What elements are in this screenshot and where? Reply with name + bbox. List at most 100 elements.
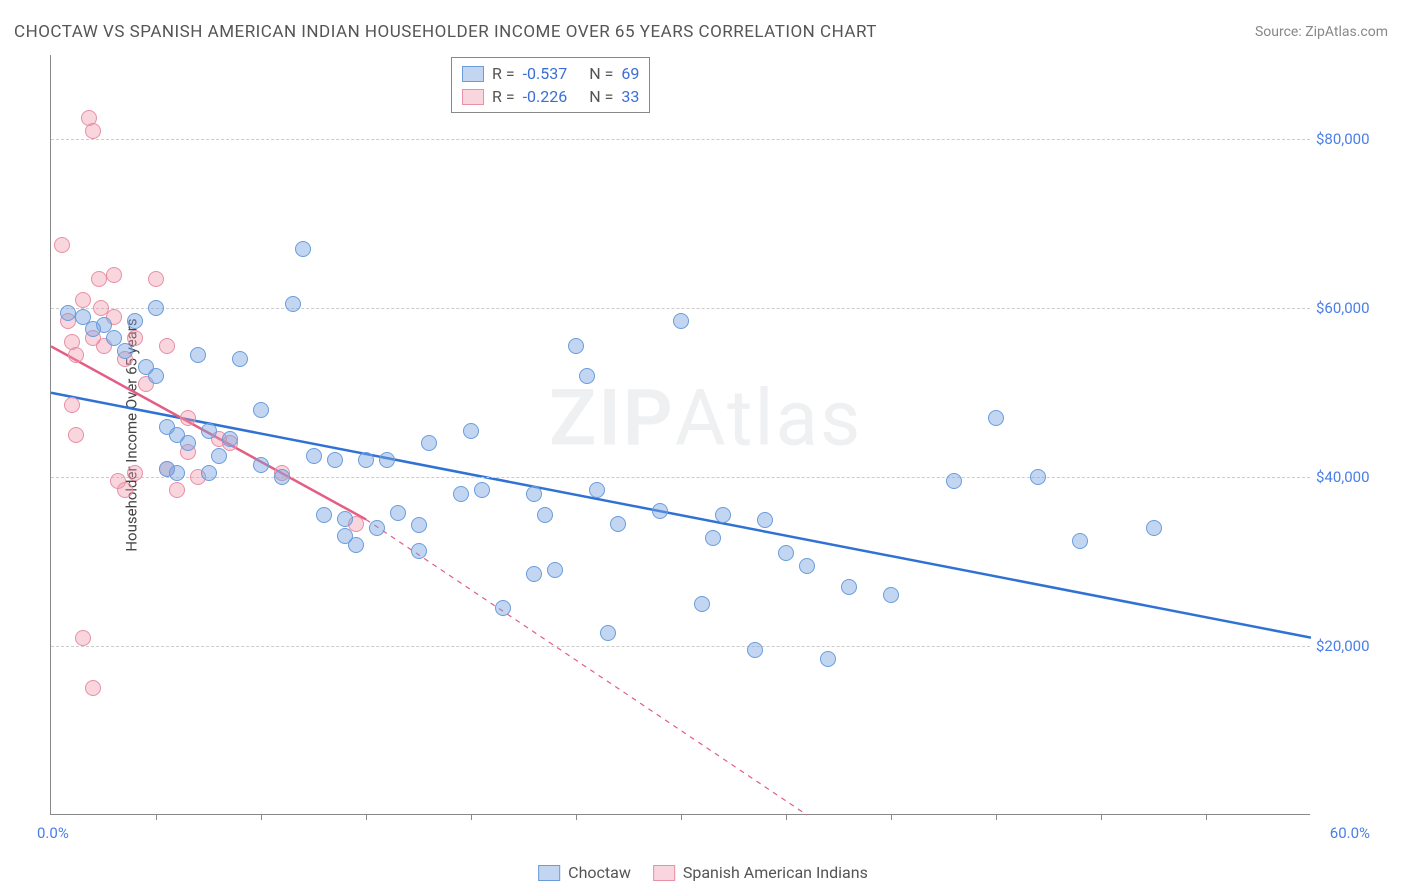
point-choctaw xyxy=(211,448,227,464)
x-tick-mark xyxy=(576,814,577,820)
stats-row: R =-0.226N =33 xyxy=(462,85,639,108)
x-tick-mark xyxy=(471,814,472,820)
x-tick-mark xyxy=(156,814,157,820)
point-choctaw xyxy=(180,435,196,451)
point-choctaw xyxy=(579,368,595,384)
y-tick-label: $40,000 xyxy=(1316,468,1386,486)
point-choctaw xyxy=(316,507,332,523)
point-spanish xyxy=(127,465,143,481)
x-tick-mark xyxy=(1206,814,1207,820)
r-label: R = xyxy=(492,87,515,106)
point-spanish xyxy=(54,237,70,253)
point-choctaw xyxy=(757,512,773,528)
point-choctaw xyxy=(306,448,322,464)
point-choctaw xyxy=(60,305,76,321)
point-choctaw xyxy=(1072,533,1088,549)
point-choctaw xyxy=(778,545,794,561)
x-tick-mark xyxy=(681,814,682,820)
point-spanish xyxy=(85,680,101,696)
x-tick-mark xyxy=(891,814,892,820)
point-spanish xyxy=(75,292,91,308)
legend-label: Spanish American Indians xyxy=(683,863,868,882)
watermark-rest: Atlas xyxy=(675,374,862,465)
watermark-bold: ZIP xyxy=(549,374,675,465)
legend-item: Spanish American Indians xyxy=(653,863,868,882)
y-tick-label: $20,000 xyxy=(1316,637,1386,655)
point-spanish xyxy=(117,482,133,498)
point-choctaw xyxy=(85,321,101,337)
point-choctaw xyxy=(127,313,143,329)
bottom-legend: Choctaw Spanish American Indians xyxy=(538,863,868,882)
x-max-label: 60.0% xyxy=(1330,824,1370,842)
point-choctaw xyxy=(253,402,269,418)
stats-row: R =-0.537N =69 xyxy=(462,62,639,85)
point-choctaw xyxy=(526,566,542,582)
point-choctaw xyxy=(799,558,815,574)
point-choctaw xyxy=(820,651,836,667)
n-value: 33 xyxy=(621,87,639,106)
point-spanish xyxy=(180,410,196,426)
point-choctaw xyxy=(883,587,899,603)
point-spanish xyxy=(91,271,107,287)
point-choctaw xyxy=(589,482,605,498)
r-label: R = xyxy=(492,64,515,83)
point-choctaw xyxy=(652,503,668,519)
point-choctaw xyxy=(327,452,343,468)
point-choctaw xyxy=(1146,520,1162,536)
point-choctaw xyxy=(148,300,164,316)
point-choctaw xyxy=(568,338,584,354)
point-choctaw xyxy=(169,465,185,481)
x-tick-mark xyxy=(366,814,367,820)
point-choctaw xyxy=(369,520,385,536)
point-spanish xyxy=(68,427,84,443)
point-spanish xyxy=(106,267,122,283)
r-value: -0.537 xyxy=(523,64,568,83)
trend-lines xyxy=(51,55,1310,814)
x-tick-mark xyxy=(1101,814,1102,820)
point-choctaw xyxy=(232,351,248,367)
point-choctaw xyxy=(715,507,731,523)
point-choctaw xyxy=(201,465,217,481)
point-choctaw xyxy=(526,486,542,502)
point-choctaw xyxy=(453,486,469,502)
point-choctaw xyxy=(201,423,217,439)
point-spanish xyxy=(159,338,175,354)
point-choctaw xyxy=(190,347,206,363)
point-choctaw xyxy=(495,600,511,616)
point-spanish xyxy=(64,397,80,413)
point-choctaw xyxy=(463,423,479,439)
legend-item: Choctaw xyxy=(538,863,631,882)
point-choctaw xyxy=(610,516,626,532)
point-choctaw xyxy=(946,473,962,489)
point-choctaw xyxy=(411,543,427,559)
gridline xyxy=(51,139,1310,140)
point-choctaw xyxy=(295,241,311,257)
x-min-label: 0.0% xyxy=(37,824,69,842)
x-tick-mark xyxy=(261,814,262,820)
point-choctaw xyxy=(705,530,721,546)
point-choctaw xyxy=(988,410,1004,426)
point-spanish xyxy=(169,482,185,498)
point-spanish xyxy=(68,347,84,363)
n-label: N = xyxy=(589,64,613,83)
watermark: ZIPAtlas xyxy=(549,374,862,465)
point-choctaw xyxy=(600,625,616,641)
legend-swatch xyxy=(462,66,484,82)
y-tick-label: $60,000 xyxy=(1316,299,1386,317)
legend-label: Choctaw xyxy=(568,863,631,882)
gridline xyxy=(51,477,1310,478)
point-choctaw xyxy=(390,505,406,521)
point-choctaw xyxy=(117,343,133,359)
point-choctaw xyxy=(747,642,763,658)
y-tick-label: $80,000 xyxy=(1316,130,1386,148)
gridline xyxy=(51,308,1310,309)
point-choctaw xyxy=(411,517,427,533)
point-choctaw xyxy=(253,457,269,473)
point-choctaw xyxy=(1030,469,1046,485)
x-tick-mark xyxy=(996,814,997,820)
point-choctaw xyxy=(547,562,563,578)
legend-swatch xyxy=(462,89,484,105)
point-spanish xyxy=(85,123,101,139)
legend-swatch xyxy=(653,865,675,881)
point-choctaw xyxy=(148,368,164,384)
